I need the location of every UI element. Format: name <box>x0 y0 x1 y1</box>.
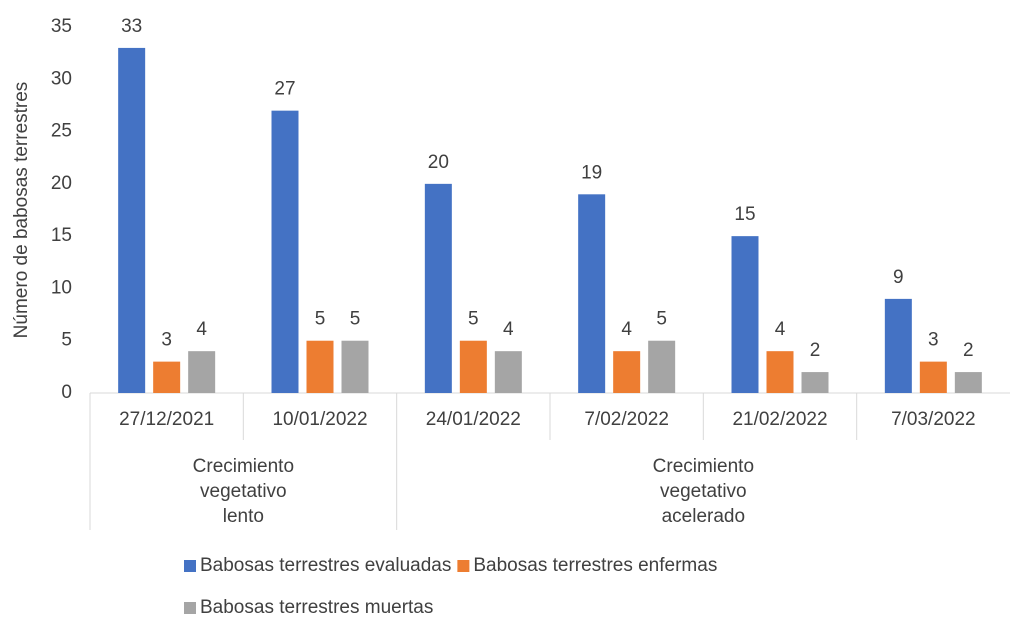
data-label: 9 <box>893 267 904 288</box>
bar <box>919 361 947 393</box>
y-tick-label: 5 <box>61 330 72 351</box>
bar <box>801 372 829 393</box>
bar <box>578 194 606 393</box>
x-tick-label: 10/01/2022 <box>272 409 367 430</box>
data-label: 33 <box>121 16 142 37</box>
bar <box>494 351 522 393</box>
data-label: 5 <box>468 309 479 330</box>
legend-label: Babosas terrestres muertas <box>200 597 433 618</box>
bar <box>188 351 216 393</box>
data-label: 4 <box>503 319 514 340</box>
bar <box>306 340 334 393</box>
x-tick-label: 7/02/2022 <box>584 409 669 430</box>
y-tick-label: 35 <box>51 16 72 37</box>
data-label: 19 <box>581 162 602 183</box>
y-tick-label: 30 <box>51 68 72 89</box>
bar <box>424 183 452 393</box>
group-label: Crecimiento vegetativo lento <box>192 456 295 527</box>
y-tick-label: 10 <box>51 277 72 298</box>
y-tick-label: 25 <box>51 121 72 142</box>
data-label: 4 <box>775 319 786 340</box>
bar <box>153 361 181 393</box>
y-tick-label: 20 <box>51 173 72 194</box>
data-label: 2 <box>810 340 821 361</box>
data-label: 3 <box>161 330 172 351</box>
legend-swatch <box>457 560 470 572</box>
x-tick-label: 24/01/2022 <box>426 409 521 430</box>
x-tick-label: 27/12/2021 <box>119 409 214 430</box>
bar <box>766 351 794 393</box>
data-label: 5 <box>350 309 361 330</box>
x-tick-label: 21/02/2022 <box>732 409 827 430</box>
bar <box>271 110 299 394</box>
bar <box>118 47 146 394</box>
bar <box>954 372 982 393</box>
legend-label: Babosas terrestres enfermas <box>473 555 717 576</box>
y-tick-label: 0 <box>61 382 72 403</box>
y-axis-title: Número de babosas terrestres <box>11 82 32 339</box>
data-label: 3 <box>928 330 939 351</box>
x-tick-label: 7/03/2022 <box>891 409 976 430</box>
bar <box>341 340 369 393</box>
bar <box>884 298 912 393</box>
legend-swatch <box>184 602 196 614</box>
legend-swatch <box>184 560 196 572</box>
data-label: 2 <box>963 340 974 361</box>
data-label: 15 <box>734 204 755 225</box>
legend-label: Babosas terrestres evaluadas <box>200 555 451 576</box>
bar <box>459 340 487 393</box>
data-label: 27 <box>274 79 295 100</box>
bar <box>613 351 641 393</box>
data-label: 4 <box>621 319 632 340</box>
bar <box>648 340 676 393</box>
data-label: 4 <box>196 319 207 340</box>
group-label: Crecimiento vegetativo acelerado <box>652 456 755 527</box>
y-tick-label: 15 <box>51 225 72 246</box>
data-label: 5 <box>315 309 326 330</box>
bar <box>731 236 759 393</box>
data-label: 20 <box>428 152 449 173</box>
data-label: 5 <box>656 309 667 330</box>
